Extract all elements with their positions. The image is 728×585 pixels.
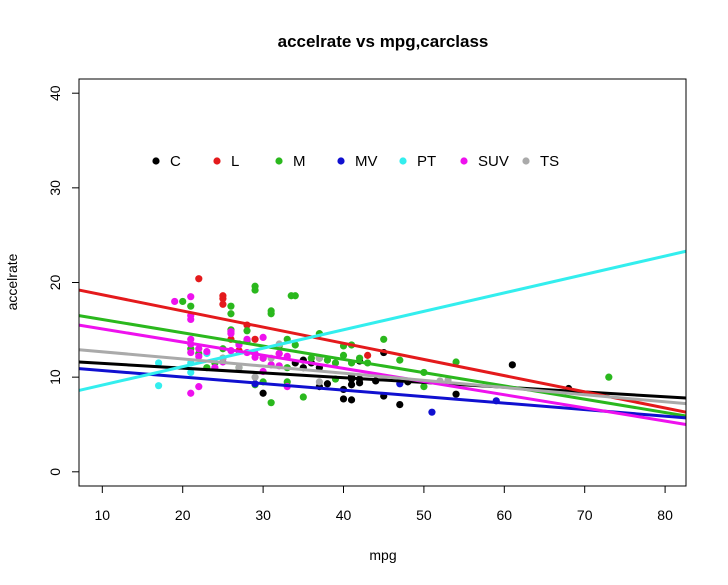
point-pt-1 <box>154 382 163 390</box>
x-axis: 10 20 30 40 50 60 70 80 <box>95 486 673 523</box>
y-tick-label-20: 20 <box>47 275 63 291</box>
legend-marker-ts <box>522 157 530 165</box>
point-suv-3 <box>187 315 195 324</box>
legend-label-ts: TS <box>540 153 559 170</box>
x-tick-label-80: 80 <box>657 507 673 523</box>
point-suv-7 <box>187 389 195 397</box>
legend-label-pt: PT <box>417 153 436 170</box>
fit-line-l <box>78 288 687 414</box>
x-tick-label-20: 20 <box>175 507 191 523</box>
point-suv-18 <box>243 335 251 343</box>
point-c-10 <box>347 396 356 404</box>
point-l-3 <box>219 300 227 308</box>
point-suv-11 <box>203 347 211 356</box>
point-suv-9 <box>195 352 203 360</box>
legend-marker-mv <box>337 157 345 165</box>
x-tick-label-60: 60 <box>497 507 513 523</box>
point-c-7 <box>323 380 332 388</box>
point-pt-3 <box>187 368 195 377</box>
fit-line-pt <box>78 249 687 392</box>
point-mv-2 <box>428 408 436 416</box>
legend-marker-c <box>152 157 160 165</box>
x-tick-label-70: 70 <box>577 507 593 523</box>
legend-marker-l <box>213 157 221 165</box>
point-l-0 <box>195 275 203 283</box>
y-tick-label-30: 30 <box>47 180 63 196</box>
point-suv-22 <box>259 333 267 341</box>
fit-line-ts <box>78 348 687 406</box>
legend-label-mv: MV <box>355 153 378 170</box>
legend: C L M MV PT SUV TS <box>152 153 559 170</box>
point-suv-1 <box>187 293 195 301</box>
point-m-47 <box>452 358 460 366</box>
point-m-9 <box>227 310 235 318</box>
point-m-22 <box>267 399 275 407</box>
point-suv-0 <box>171 297 179 306</box>
point-ts-2 <box>251 373 259 381</box>
point-m-43 <box>380 335 388 343</box>
point-m-21 <box>267 310 275 318</box>
point-c-22 <box>452 390 460 398</box>
point-c-23 <box>508 361 516 369</box>
point-pt-0 <box>154 359 163 367</box>
fit-line-m <box>78 314 687 418</box>
point-m-16 <box>251 286 259 294</box>
y-tick-label-0: 0 <box>47 468 63 476</box>
x-tick-label-30: 30 <box>255 507 271 523</box>
point-suv-10 <box>195 383 203 391</box>
point-suv-6 <box>187 348 195 357</box>
y-tick-label-40: 40 <box>47 85 63 101</box>
legend-label-l: L <box>231 153 239 170</box>
legend-label-c: C <box>170 153 181 170</box>
y-tick-label-10: 10 <box>47 369 63 385</box>
y-axis-label: accelrate <box>4 253 20 310</box>
legend-label-m: M <box>293 153 306 170</box>
point-suv-15 <box>227 330 235 338</box>
chart-title: accelrate vs mpg,carclass <box>278 32 489 51</box>
point-m-41 <box>355 354 364 362</box>
point-m-35 <box>331 359 340 367</box>
x-tick-label-40: 40 <box>336 507 352 523</box>
legend-marker-suv <box>460 157 468 165</box>
y-axis: 0 10 20 30 40 <box>47 85 79 476</box>
point-c-20 <box>396 401 404 409</box>
point-l-9 <box>364 351 372 359</box>
point-l-7 <box>251 335 259 343</box>
point-m-1 <box>187 302 195 310</box>
point-m-38 <box>339 351 348 359</box>
point-m-46 <box>420 383 428 391</box>
point-m-44 <box>396 356 404 364</box>
point-m-28 <box>291 292 299 300</box>
point-suv-8 <box>195 345 203 353</box>
plot-frame <box>78 78 687 487</box>
fit-lines-layer <box>78 249 687 426</box>
point-c-0 <box>259 389 267 397</box>
point-m-30 <box>299 393 307 401</box>
point-m-31 <box>307 354 315 362</box>
x-tick-label-10: 10 <box>95 507 111 523</box>
x-tick-label-50: 50 <box>416 507 432 523</box>
point-m-29 <box>291 341 299 349</box>
legend-marker-pt <box>399 157 407 165</box>
point-suv-26 <box>275 349 283 358</box>
point-m-0 <box>179 297 187 306</box>
fit-line-suv <box>78 323 687 426</box>
point-ts-1 <box>235 364 243 372</box>
point-m-13 <box>243 327 251 335</box>
plot-area <box>78 249 687 426</box>
legend-marker-m <box>275 157 283 165</box>
fit-line-mv <box>78 367 687 420</box>
point-m-48 <box>605 373 613 381</box>
point-ts-6 <box>315 378 323 386</box>
point-l-2 <box>219 292 227 300</box>
point-c-8 <box>339 395 348 403</box>
legend-label-suv: SUV <box>478 153 509 170</box>
point-c-11 <box>347 381 356 389</box>
x-axis-label: mpg <box>369 547 396 563</box>
point-m-8 <box>227 302 235 310</box>
